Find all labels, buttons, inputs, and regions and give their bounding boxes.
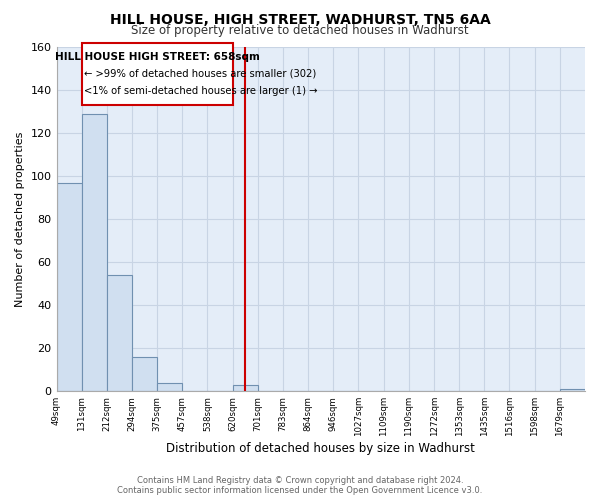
Bar bbox=[56, 182, 82, 391]
X-axis label: Distribution of detached houses by size in Wadhurst: Distribution of detached houses by size … bbox=[166, 442, 475, 455]
Text: <1% of semi-detached houses are larger (1) →: <1% of semi-detached houses are larger (… bbox=[85, 86, 318, 96]
Text: Size of property relative to detached houses in Wadhurst: Size of property relative to detached ho… bbox=[131, 24, 469, 37]
Bar bbox=[157, 382, 182, 391]
Text: ← >99% of detached houses are smaller (302): ← >99% of detached houses are smaller (3… bbox=[85, 69, 317, 79]
Bar bbox=[132, 357, 157, 391]
Bar bbox=[82, 114, 107, 391]
Text: HILL HOUSE, HIGH STREET, WADHURST, TN5 6AA: HILL HOUSE, HIGH STREET, WADHURST, TN5 6… bbox=[110, 12, 490, 26]
FancyBboxPatch shape bbox=[82, 43, 233, 106]
Text: Contains HM Land Registry data © Crown copyright and database right 2024.
Contai: Contains HM Land Registry data © Crown c… bbox=[118, 476, 482, 495]
Y-axis label: Number of detached properties: Number of detached properties bbox=[15, 132, 25, 307]
Bar bbox=[560, 389, 585, 391]
Text: HILL HOUSE HIGH STREET: 658sqm: HILL HOUSE HIGH STREET: 658sqm bbox=[55, 52, 260, 62]
Bar bbox=[107, 275, 132, 391]
Bar bbox=[233, 385, 258, 391]
